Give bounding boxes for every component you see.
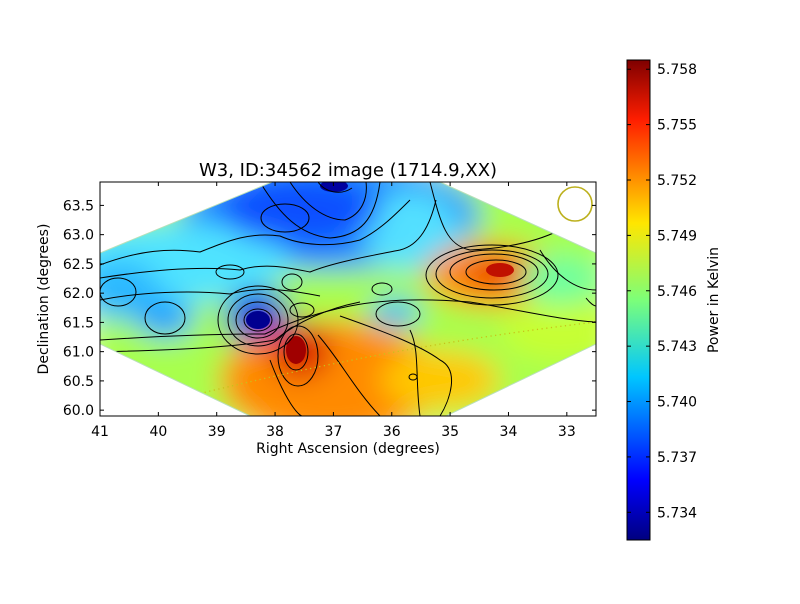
colorbar-tick-label: 5.749 — [657, 228, 697, 244]
chart-title: W3, ID:34562 image (1714.9,XX) — [199, 160, 497, 181]
axes-frame — [99, 181, 597, 417]
x-tick-label: 34 — [500, 424, 518, 440]
plot-area — [100, 182, 596, 416]
y-tick-label: 61.5 — [63, 315, 94, 331]
colorbar-label: Power in Kelvin — [706, 247, 722, 353]
x-tick-label: 33 — [558, 424, 576, 440]
x-axis: 41 40 39 38 37 36 35 34 33 — [91, 182, 576, 440]
colorbar-tick-label: 5.755 — [657, 118, 697, 134]
colorbar-gradient — [626, 59, 651, 541]
x-tick-label: 39 — [208, 424, 226, 440]
x-tick-label: 35 — [441, 424, 459, 440]
y-tick-label: 63.0 — [63, 228, 94, 244]
colorbar-tick-label: 5.746 — [657, 284, 697, 300]
beam-circle — [557, 186, 593, 222]
x-tick-label: 37 — [324, 424, 342, 440]
y-tick-label: 61.0 — [63, 345, 94, 361]
y-tick-label: 60.5 — [63, 374, 94, 390]
colorbar-tick-label: 5.740 — [657, 395, 697, 411]
colorbar-ticks: 5.734 5.737 5.740 5.743 5.746 5.749 5.752 5.755… — [627, 62, 697, 521]
colorbar-tick-label: 5.758 — [657, 62, 697, 78]
contour-lines — [100, 182, 596, 416]
x-tick-label: 40 — [149, 424, 167, 440]
colorbar-tick-label: 5.734 — [657, 505, 697, 521]
y-axis-label: Declination (degrees) — [36, 224, 52, 375]
y-axis: 60.0 60.5 61.0 61.5 62.0 62.5 63.0 63.5 — [63, 198, 596, 419]
colorbar-tick-label: 5.752 — [657, 173, 697, 189]
x-tick-label: 38 — [266, 424, 284, 440]
x-axis-label: Right Ascension (degrees) — [256, 441, 440, 457]
coverage-boundary — [100, 182, 596, 416]
sky-map — [100, 182, 596, 416]
colorbar-tick-label: 5.737 — [657, 450, 697, 466]
x-tick-label: 36 — [383, 424, 401, 440]
y-tick-label: 63.5 — [63, 198, 94, 214]
colorbar-tick-label: 5.743 — [657, 339, 697, 355]
x-tick-label: 41 — [91, 424, 109, 440]
y-tick-label: 60.0 — [63, 403, 94, 419]
y-tick-label: 62.5 — [63, 257, 94, 273]
y-tick-label: 62.0 — [63, 286, 94, 302]
